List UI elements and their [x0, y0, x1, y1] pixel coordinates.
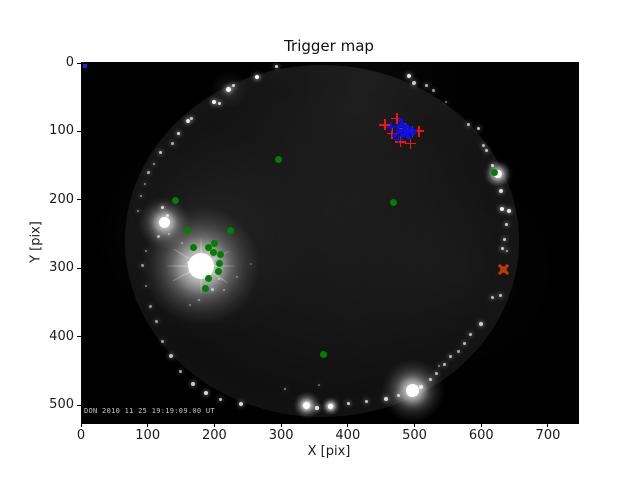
rim-light-speck	[190, 382, 195, 387]
timestamp-overlay: DON 2010 11 25 19:19:09.00 UT	[84, 407, 215, 415]
chart-title: Trigger map	[284, 37, 374, 55]
x-tick-label: 700	[535, 428, 561, 443]
y-tick-mark	[77, 130, 81, 132]
x-tick-mark	[147, 423, 149, 427]
x-tick-mark	[213, 423, 215, 427]
fisheye-sky-disk	[125, 65, 519, 417]
rim-light-speck	[179, 369, 183, 373]
plot-area[interactable]: DON 2010 11 25 19:19:09.00 UT	[81, 62, 579, 424]
y-tick-label: 200	[49, 191, 74, 207]
origin-blue-artifact	[83, 64, 87, 68]
x-tick-mark	[480, 423, 482, 427]
y-tick-mark	[77, 267, 81, 269]
x-tick-label: 500	[402, 428, 427, 443]
x-tick-mark	[414, 423, 416, 427]
rim-light-speck	[476, 127, 480, 131]
rim-light-speck	[424, 84, 428, 88]
x-tick-label: 600	[468, 428, 494, 443]
x-tick-label: 100	[135, 428, 161, 443]
y-tick-label: 0	[65, 55, 74, 70]
y-axis-label: Y [pix]	[28, 221, 44, 263]
rim-light-speck	[219, 397, 223, 401]
y-tick-label: 400	[49, 328, 74, 344]
x-tick-label: 300	[268, 428, 294, 443]
y-tick-mark	[77, 336, 81, 338]
y-tick-mark	[77, 404, 81, 406]
rim-light-speck	[204, 391, 209, 395]
y-tick-mark	[77, 199, 81, 201]
rim-light-speck	[274, 65, 278, 69]
light-streak	[165, 264, 236, 267]
x-tick-mark	[347, 423, 349, 427]
x-tick-mark	[547, 423, 549, 427]
x-tick-mark	[280, 423, 282, 427]
y-tick-mark	[77, 62, 81, 64]
y-tick-label: 100	[49, 123, 74, 139]
x-tick-mark	[80, 423, 82, 427]
x-tick-label: 0	[76, 428, 86, 443]
rim-light-speck	[406, 74, 411, 79]
light-streak	[199, 237, 202, 294]
y-tick-label: 500	[49, 397, 74, 412]
x-axis-label: X [pix]	[307, 444, 351, 459]
rim-light-speck	[432, 89, 436, 93]
y-tick-label: 300	[49, 260, 74, 276]
rim-light-speck	[238, 401, 243, 406]
x-tick-label: 400	[335, 428, 361, 443]
x-tick-label: 200	[201, 428, 227, 443]
